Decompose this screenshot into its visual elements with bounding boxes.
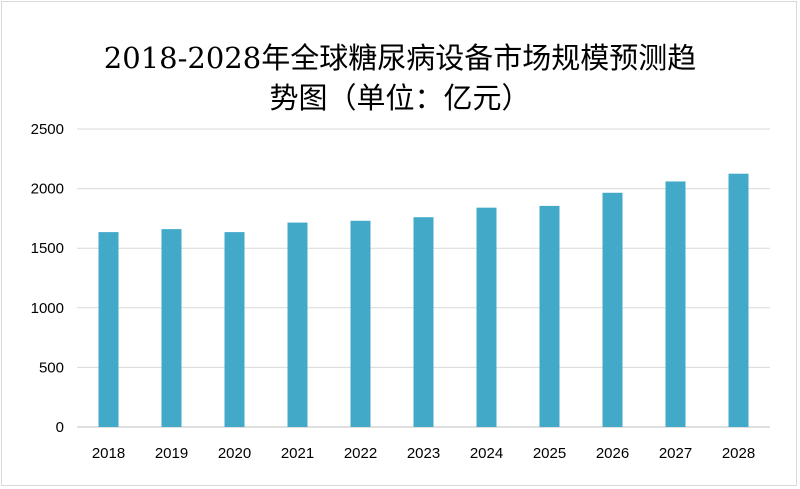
y-tick-label: 0 [56,419,64,436]
x-tick-label: 2023 [407,445,440,462]
bar-2026 [602,192,623,427]
x-tick-label: 2020 [218,445,251,462]
bar-2021 [287,222,308,427]
x-axis-ticks: 2018 2019 2020 2021 2022 2023 2024 2025 2026 2027… [92,445,755,462]
x-tick-label: 2019 [155,445,188,462]
bar-2018 [98,232,119,427]
bar-2027 [665,181,686,427]
bar-2020 [224,232,245,427]
bars [98,173,749,427]
x-tick-label: 2025 [533,445,566,462]
y-tick-label: 1000 [31,300,64,317]
bar-2022 [350,220,371,427]
x-tick-label: 2024 [470,445,503,462]
x-tick-label: 2018 [92,445,125,462]
y-tick-label: 500 [39,359,64,376]
y-axis-ticks: 0 500 1000 1500 2000 2500 [31,121,64,436]
y-tick-label: 1500 [31,240,64,257]
bar-2024 [476,207,497,427]
chart-title-line-2: 势图（单位：亿元） [269,81,531,115]
y-tick-label: 2500 [31,121,64,138]
x-tick-label: 2027 [659,445,692,462]
x-tick-label: 2022 [344,445,377,462]
chart-title-line-1: 2018-2028年全球糖尿病设备市场规模预测趋 [103,41,697,75]
x-tick-label: 2028 [722,445,755,462]
bar-2023 [413,217,434,427]
x-tick-label: 2021 [281,445,314,462]
chart-title: 2018-2028年全球糖尿病设备市场规模预测趋 势图（单位：亿元） [60,38,740,118]
bar-2028 [728,173,749,427]
y-tick-label: 2000 [31,181,64,198]
bar-2025 [539,205,560,427]
bar-2019 [161,229,182,427]
x-tick-label: 2026 [596,445,629,462]
